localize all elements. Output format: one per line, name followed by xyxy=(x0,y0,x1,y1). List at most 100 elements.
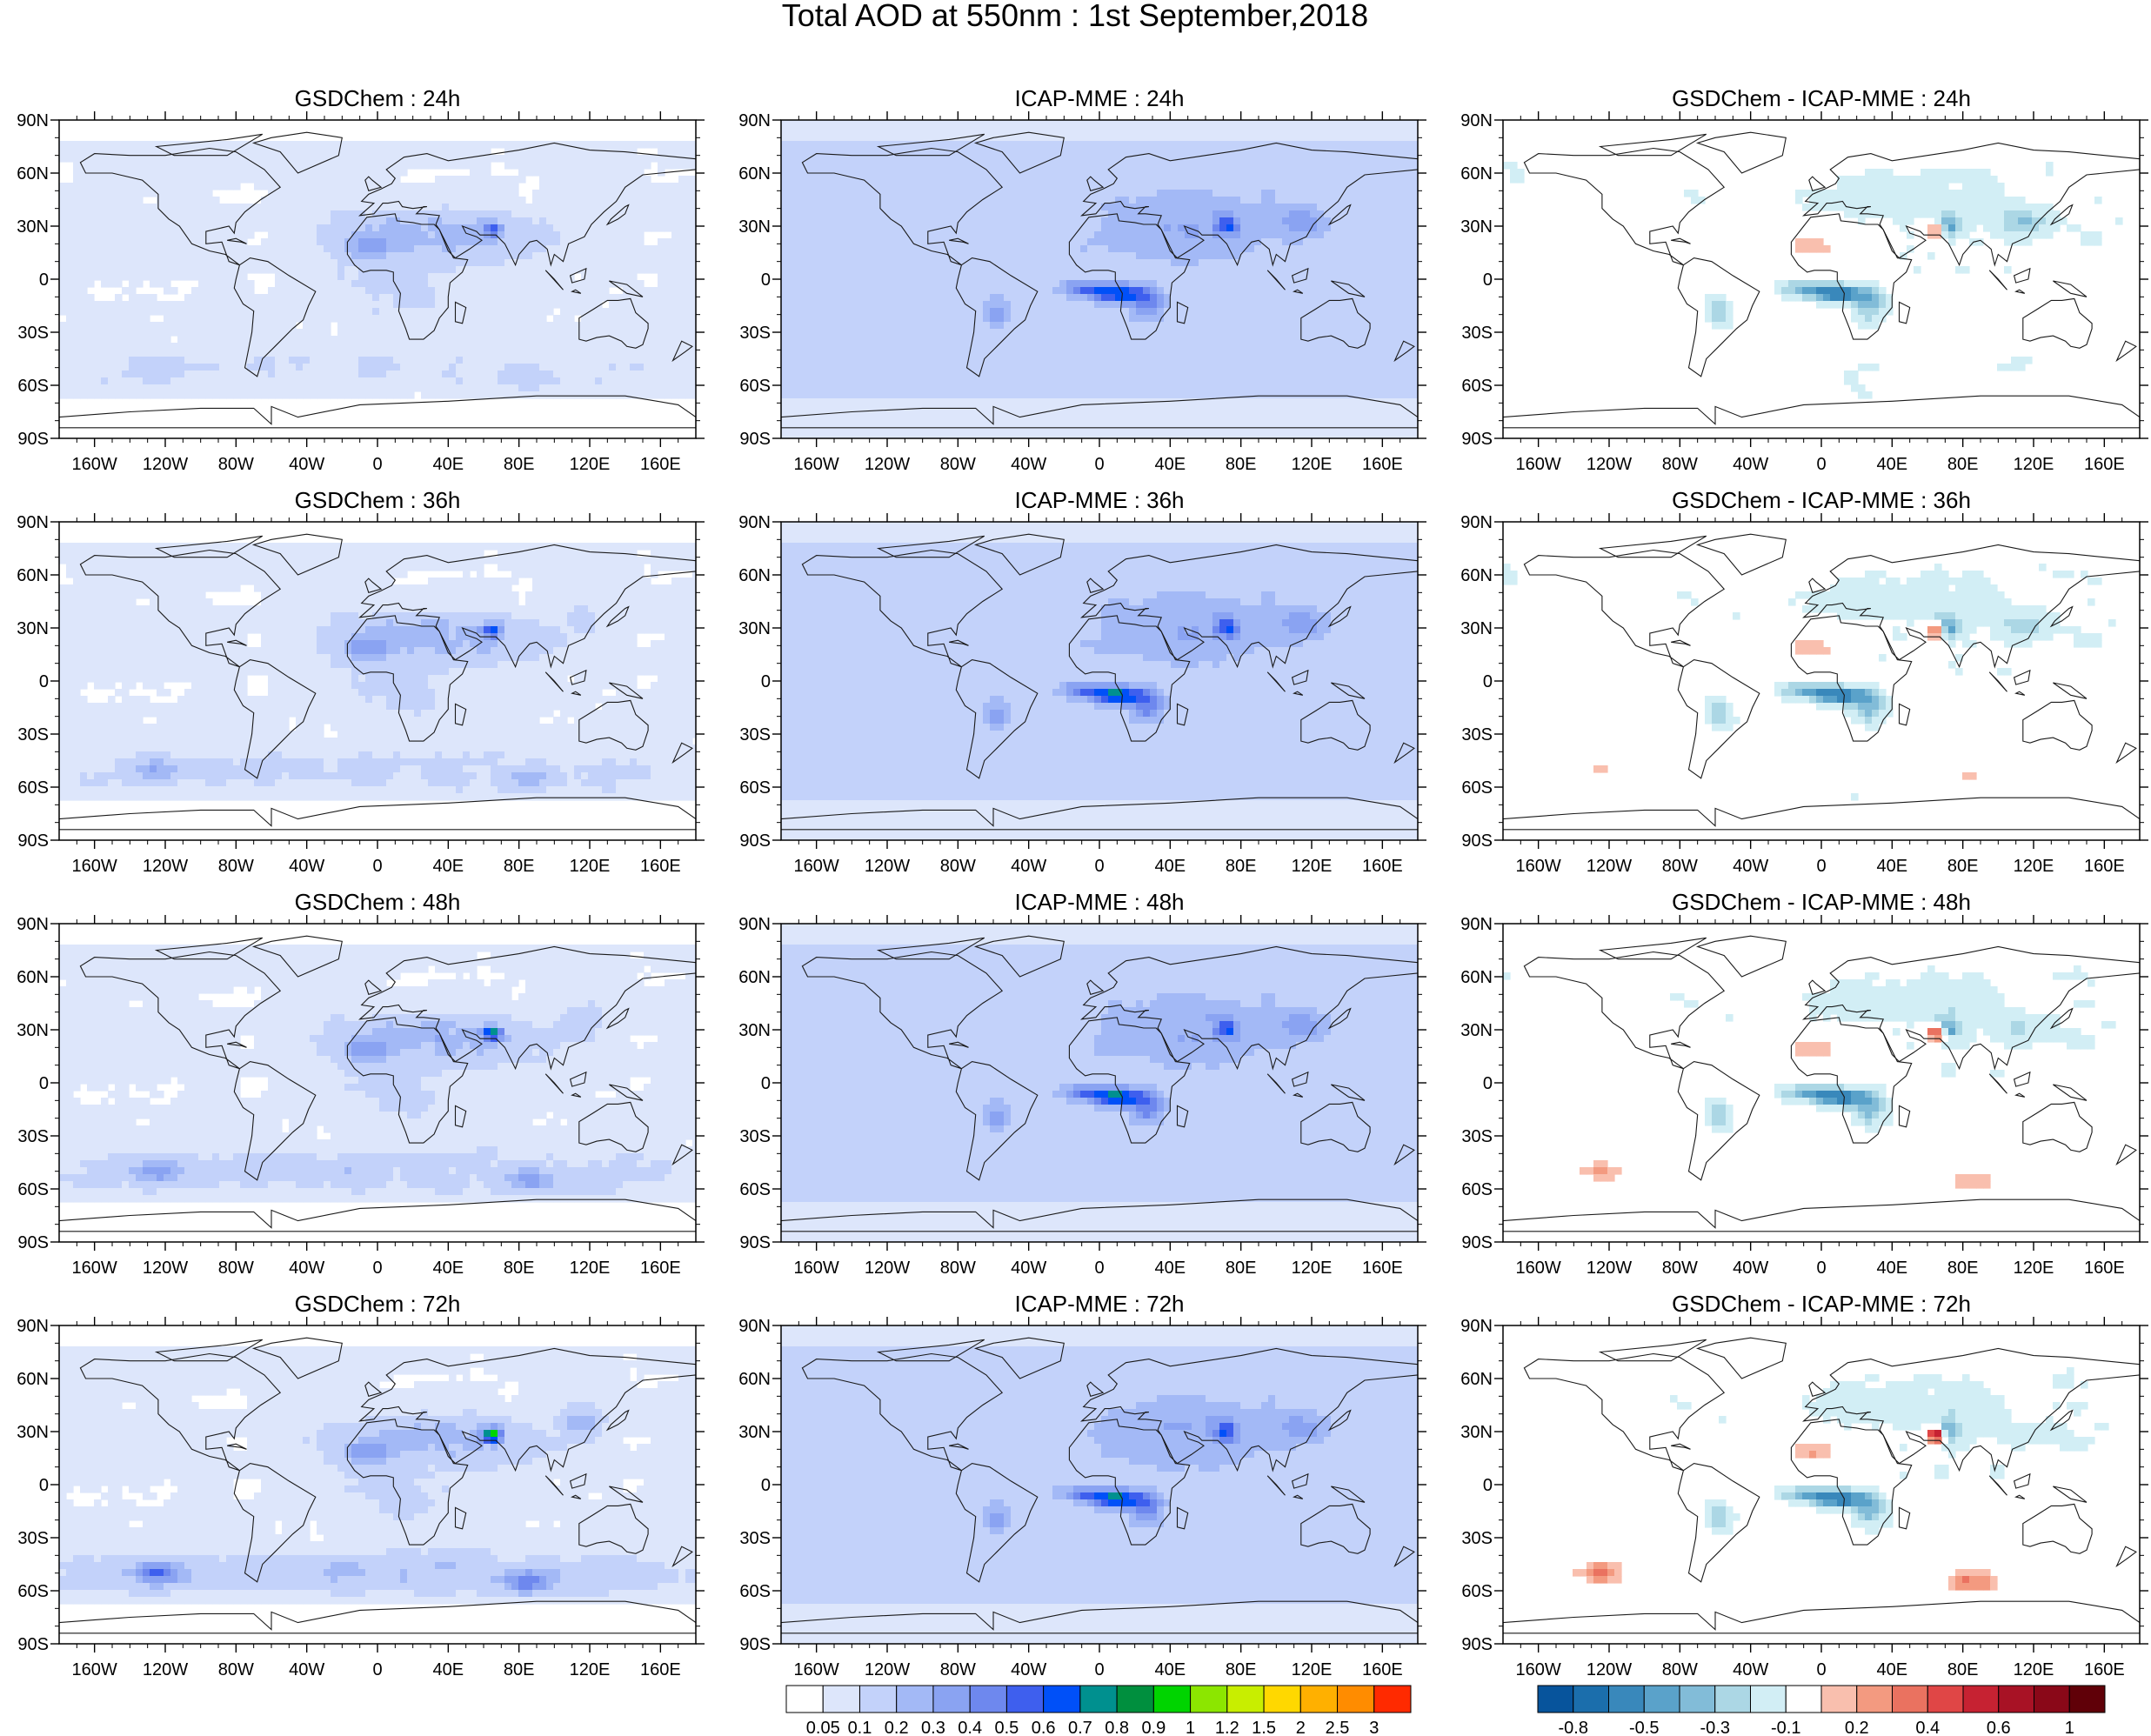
field-cell xyxy=(317,364,324,371)
field-cell xyxy=(630,301,638,309)
field-cell xyxy=(692,294,696,302)
field-cell xyxy=(1359,231,1366,239)
field-cell xyxy=(518,224,526,232)
field-cell xyxy=(1073,224,1081,232)
field-cell xyxy=(1219,204,1227,211)
field-cell xyxy=(511,377,519,385)
field-cell xyxy=(1310,155,1318,163)
field-cell xyxy=(484,238,491,246)
field-cell xyxy=(588,224,596,232)
field-cell xyxy=(1233,224,1241,232)
field-cell xyxy=(205,364,213,371)
field-cell xyxy=(671,252,679,260)
field-cell xyxy=(129,190,137,197)
field-cell xyxy=(685,294,693,302)
field-cell xyxy=(498,357,505,364)
field-cell xyxy=(1373,120,1380,128)
field-cell xyxy=(240,384,248,392)
field-cell xyxy=(400,384,408,392)
field-cell xyxy=(511,391,519,399)
field-cell xyxy=(477,224,484,232)
field-cell xyxy=(240,308,248,316)
field-cell xyxy=(87,204,95,211)
field-cell xyxy=(247,287,255,295)
field-cell xyxy=(665,315,672,323)
field-cell xyxy=(184,183,192,190)
field-cell xyxy=(491,350,498,357)
field-cell xyxy=(685,308,693,316)
field-cell xyxy=(892,148,900,156)
field-cell xyxy=(546,329,554,337)
field-cell xyxy=(1317,169,1325,177)
field-cell xyxy=(546,204,554,211)
field-cell xyxy=(87,238,95,246)
field-cell xyxy=(233,210,241,218)
field-cell xyxy=(1240,197,1248,204)
field-cell xyxy=(136,357,144,364)
field-cell xyxy=(463,162,471,170)
field-cell xyxy=(1366,162,1373,170)
field-cell xyxy=(865,190,872,197)
field-cell xyxy=(136,245,144,253)
field-cell xyxy=(1219,162,1227,170)
field-cell xyxy=(1122,197,1130,204)
field-cell xyxy=(456,287,464,295)
field-cell xyxy=(616,322,624,330)
field-cell xyxy=(588,197,596,204)
field-cell xyxy=(136,155,144,163)
field-cell xyxy=(337,141,345,149)
field-cell xyxy=(1282,169,1290,177)
field-cell xyxy=(899,120,907,128)
field-cell xyxy=(414,329,422,337)
field-cell xyxy=(59,231,67,239)
field-cell xyxy=(511,371,519,378)
field-cell xyxy=(491,322,498,330)
field-cell xyxy=(1352,127,1359,135)
field-cell xyxy=(170,183,178,190)
field-cell xyxy=(678,308,686,316)
field-cell xyxy=(101,162,109,170)
field-cell xyxy=(1171,169,1179,177)
field-cell xyxy=(1379,148,1387,156)
field-cell xyxy=(73,371,81,378)
field-cell xyxy=(379,148,387,156)
field-cell xyxy=(546,357,554,364)
field-cell xyxy=(484,217,491,225)
field-cell xyxy=(1004,134,1012,142)
field-cell xyxy=(143,238,150,246)
field-cell xyxy=(386,287,394,295)
field-cell xyxy=(1324,217,1332,225)
field-cell xyxy=(1101,204,1109,211)
field-cell xyxy=(442,259,450,267)
field-cell xyxy=(407,391,415,399)
field-cell xyxy=(331,204,338,211)
field-cell xyxy=(372,391,380,399)
field-cell xyxy=(858,217,865,225)
field-cell xyxy=(407,197,415,204)
field-cell xyxy=(400,141,408,149)
field-cell xyxy=(442,176,450,184)
field-cell xyxy=(567,252,575,260)
field-cell xyxy=(560,329,568,337)
field-cell xyxy=(1268,183,1276,190)
field-cell xyxy=(101,210,109,218)
field-cell xyxy=(802,210,810,218)
field-cell xyxy=(344,190,352,197)
field-cell xyxy=(658,315,665,323)
field-cell xyxy=(595,204,603,211)
field-cell xyxy=(233,204,241,211)
field-cell xyxy=(372,364,380,371)
field-cell xyxy=(1185,127,1192,135)
field-cell xyxy=(150,162,157,170)
field-cell xyxy=(449,364,457,371)
field-cell xyxy=(205,280,213,288)
field-cell xyxy=(198,357,206,364)
field-cell xyxy=(108,231,116,239)
field-cell xyxy=(240,252,248,260)
field-cell xyxy=(150,231,157,239)
field-cell xyxy=(87,336,95,344)
field-cell xyxy=(358,148,366,156)
field-cell xyxy=(101,231,109,239)
field-cell xyxy=(296,217,304,225)
field-cell xyxy=(630,350,638,357)
